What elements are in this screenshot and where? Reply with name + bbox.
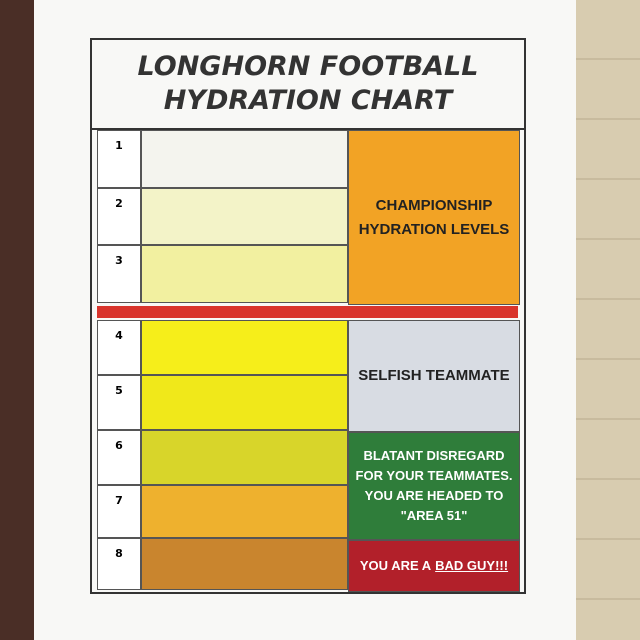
zone-text-underlined: BAD GUY!!! [435, 558, 509, 573]
color-swatch [141, 130, 348, 188]
color-swatch [141, 485, 348, 538]
level-number: 6 [97, 430, 141, 485]
zone-label: YOU ARE A BAD GUY!!! [348, 540, 520, 592]
red-divider [97, 306, 518, 318]
zone-label: SELFISH TEAMMATE [348, 320, 520, 432]
color-swatch [141, 320, 348, 375]
color-swatch [141, 430, 348, 485]
color-swatch [141, 538, 348, 590]
zone-label: BLATANT DISREGARD FOR YOUR TEAMMATES. YO… [348, 432, 520, 540]
color-swatch [141, 188, 348, 245]
level-number: 7 [97, 485, 141, 538]
zone-text: YOU ARE A [359, 558, 432, 573]
title-line: LONGHORN FOOTBALL [137, 51, 479, 82]
door-frame [0, 0, 38, 640]
level-number: 3 [97, 245, 141, 303]
title-line: HYDRATION CHART [163, 85, 453, 116]
level-number: 5 [97, 375, 141, 430]
level-number: 8 [97, 538, 141, 590]
color-swatch [141, 245, 348, 303]
color-swatch [141, 375, 348, 430]
level-number: 2 [97, 188, 141, 245]
level-number: 1 [97, 130, 141, 188]
level-number: 4 [97, 320, 141, 375]
title-box: LONGHORN FOOTBALL HYDRATION CHART [90, 38, 526, 130]
zone-label: CHAMPIONSHIP HYDRATION LEVELS [348, 130, 520, 305]
